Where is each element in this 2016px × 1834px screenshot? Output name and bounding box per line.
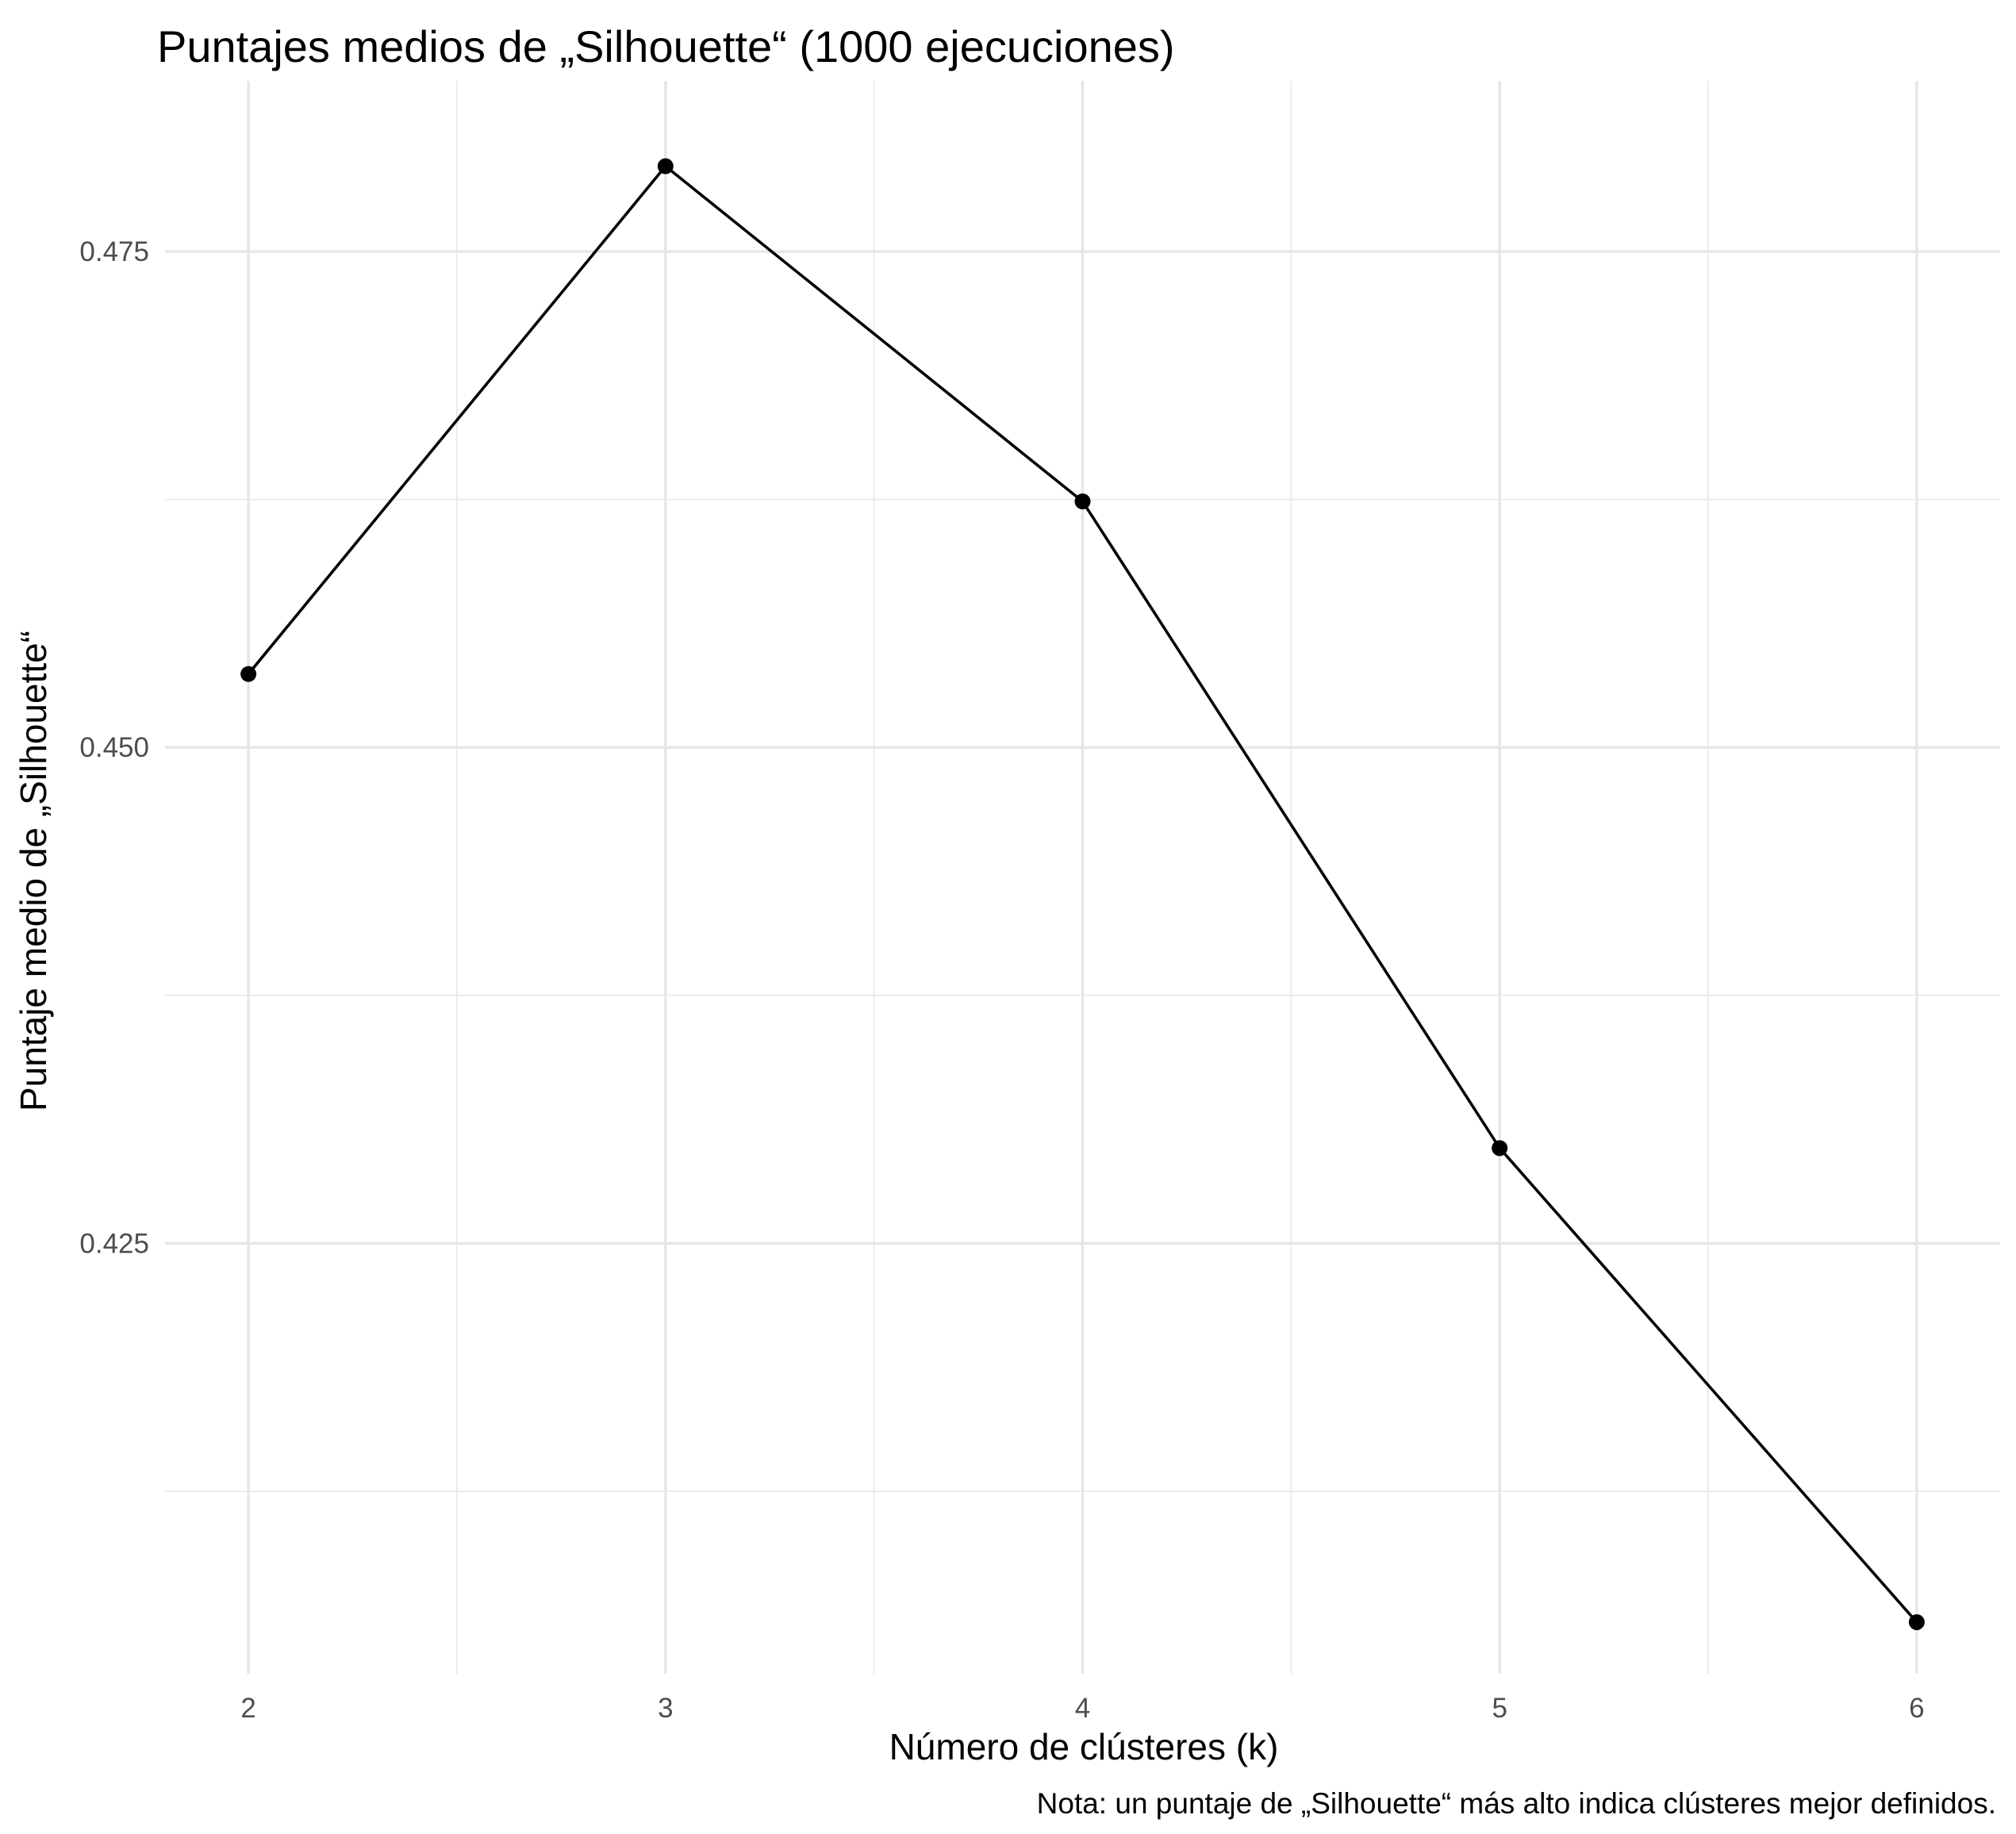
y-axis-tick-labels: 0.425 0.450 0.475 (79, 236, 149, 1259)
y-tick-label: 0.475 (79, 236, 149, 267)
x-axis-tick-labels: 2 3 4 5 6 (240, 1693, 1924, 1724)
y-tick-label: 0.425 (79, 1228, 149, 1259)
x-tick-label: 2 (240, 1693, 255, 1724)
x-tick-label: 5 (1492, 1693, 1507, 1724)
grid-lines (165, 81, 2000, 1674)
x-tick-label: 6 (1909, 1693, 1924, 1724)
chart-title: Puntajes medios de „Silhouette“ (1000 ej… (157, 21, 1175, 71)
x-tick-label: 3 (658, 1693, 673, 1724)
data-series (240, 158, 1925, 1630)
data-point (1074, 493, 1091, 510)
data-point (1908, 1613, 1925, 1630)
data-point (657, 158, 674, 175)
x-tick-label: 4 (1075, 1693, 1090, 1724)
data-point (1492, 1140, 1508, 1157)
x-axis-title: Número de clústeres (k) (889, 1726, 1279, 1767)
y-tick-label: 0.450 (79, 732, 149, 763)
data-point (240, 666, 257, 682)
chart-caption: Nota: un puntaje de „Silhouette“ más alt… (1037, 1787, 1996, 1820)
y-axis-title: Puntaje medio de „Silhouette“ (13, 631, 54, 1111)
